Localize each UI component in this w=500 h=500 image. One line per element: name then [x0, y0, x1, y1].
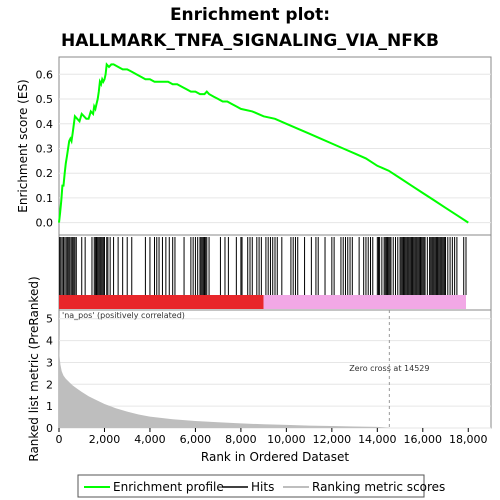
x-tick-label: 14,000 [358, 433, 397, 446]
metric-y-axis-label: Ranked list metric (PreRanked) [27, 276, 41, 461]
legend-box [77, 474, 425, 498]
metric-area [59, 334, 469, 428]
x-tick-label: 8,000 [225, 433, 257, 446]
x-axis-label: Rank in Ordered Dataset [201, 450, 349, 464]
es-y-tick-label: 0.1 [36, 192, 54, 205]
es-y-tick-label: 0.2 [36, 167, 54, 180]
x-tick-label: 4,000 [134, 433, 166, 446]
x-tick-label: 18,000 [449, 433, 488, 446]
es-gridlines [59, 73, 491, 224]
es-profile-line [58, 62, 469, 224]
x-tick-label: 12,000 [313, 433, 352, 446]
metric-gridlines [59, 318, 491, 429]
metric-y-tick-label: 3 [46, 356, 53, 369]
es-y-tick-label: 0.0 [36, 217, 54, 230]
x-tick-label: 16,000 [404, 433, 443, 446]
es-y-tick-label: 0.4 [36, 118, 54, 131]
legend-metric-label: Ranking metric scores [312, 480, 445, 494]
metric-y-tick-label: 2 [46, 378, 53, 391]
es-panel-frame [58, 56, 492, 236]
metric-y-tick-label: 5 [46, 313, 53, 326]
legend-hits-label: Hits [251, 480, 274, 494]
es-y-tick-label: 0.6 [36, 68, 54, 81]
x-tick-label: 2,000 [89, 433, 121, 446]
pos-correlated-label: 'na_pos' (positively correlated) [62, 311, 185, 320]
metric-y-ticks: 0 1 2 3 4 5 [46, 313, 53, 435]
chart-title-line2: HALLMARK_TNFA_SIGNALING_VIA_NFKB [61, 31, 439, 51]
metric-y-tick-label: 0 [46, 422, 53, 435]
metric-y-tick-label: 1 [46, 400, 53, 413]
hit-markers [59, 237, 467, 295]
zero-cross-label: Zero cross at 14529 [349, 364, 429, 373]
pos-colorbar-segment [59, 295, 264, 309]
neg-colorbar-segment [263, 295, 466, 309]
es-y-tick-label: 0.5 [36, 93, 54, 106]
x-tick-label: 0 [56, 433, 63, 446]
correlation-colorbar [59, 295, 466, 309]
legend-es-label: Enrichment profile [113, 480, 224, 494]
es-y-ticks: 0.0 0.1 0.2 0.3 0.4 0.5 0.6 [36, 68, 54, 229]
x-ticks: 0 2,000 4,000 6,000 8,000 10,000 12,000 14,000 1… [56, 428, 488, 446]
chart-title-line1: Enrichment plot: [170, 5, 330, 25]
es-y-tick-label: 0.3 [36, 142, 54, 155]
x-tick-label: 10,000 [267, 433, 306, 446]
x-tick-label: 6,000 [180, 433, 212, 446]
es-y-axis-label: Enrichment score (ES) [16, 79, 30, 212]
metric-y-tick-label: 4 [46, 335, 53, 348]
